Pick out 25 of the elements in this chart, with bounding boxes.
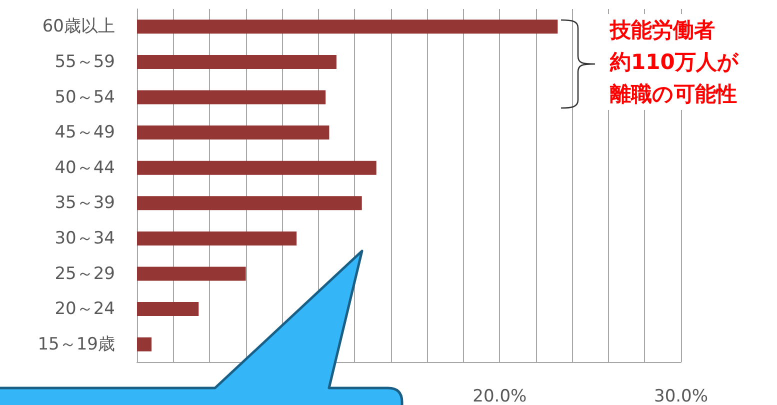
bar [137, 231, 297, 246]
y-tick-label: 60歳以上 [42, 16, 115, 37]
annotation: 技能労働者 [610, 17, 716, 44]
y-tick-label: 20～24 [54, 299, 115, 320]
y-tick-label: 55～59 [54, 52, 115, 72]
y-tick-label: 50～54 [54, 87, 115, 108]
annotation: 離職の可能性 [610, 81, 738, 108]
x-tick-label: 20.0% [472, 386, 527, 405]
bar [137, 126, 330, 140]
bar [137, 20, 558, 34]
bar [137, 196, 362, 210]
y-tick-label: 40～44 [54, 158, 115, 178]
bar [137, 160, 376, 175]
y-tick-label: 25～29 [54, 264, 115, 284]
y-tick-label: 15～19歳 [38, 334, 115, 354]
bar [137, 90, 326, 104]
y-tick-label: 45～49 [54, 122, 115, 143]
x-tick-label: 30.0% [654, 386, 708, 405]
annotation: 約110万人が [610, 49, 739, 76]
y-tick-label: 35～39 [54, 193, 115, 214]
bar [137, 54, 336, 69]
y-tick-label: 30～34 [54, 228, 115, 248]
bar [137, 302, 199, 316]
bar [137, 266, 246, 281]
bar [137, 337, 152, 352]
